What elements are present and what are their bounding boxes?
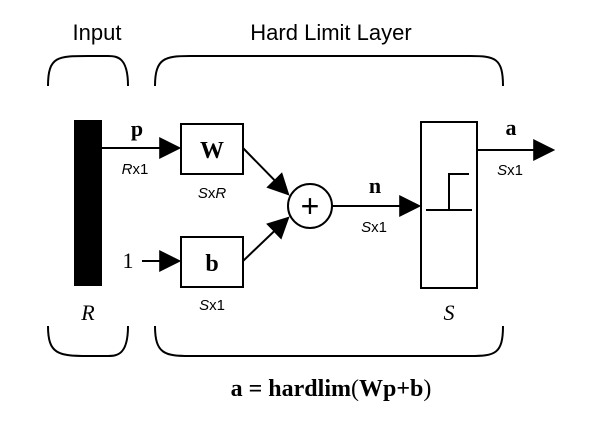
a-dim-rows: S bbox=[497, 162, 507, 179]
a-dim-rest: x1 bbox=[507, 162, 523, 179]
bias-vector-box bbox=[180, 236, 244, 288]
bias-dim-rest: x1 bbox=[209, 297, 225, 314]
equation-paren-close: ) bbox=[423, 376, 431, 402]
bias-arrow bbox=[242, 216, 290, 262]
a-dimension: Sx1 bbox=[497, 162, 523, 179]
bias-input-value: 1 bbox=[123, 248, 134, 273]
output-equation: a = hardlim(Wp+b) bbox=[231, 376, 432, 402]
summation-symbol: + bbox=[301, 188, 320, 224]
p-dim-rows: R bbox=[122, 161, 133, 178]
bias-symbol: b bbox=[205, 251, 218, 277]
p-dim-rest: x1 bbox=[133, 161, 149, 178]
layer-bottom-brace bbox=[154, 325, 504, 357]
weight-dim-x: x bbox=[208, 185, 216, 202]
equation-paren-open: ( bbox=[351, 376, 359, 402]
equation-argument: Wp+b bbox=[359, 376, 423, 402]
hard-limit-step-icon bbox=[426, 173, 472, 211]
weight-dim-cols: R bbox=[215, 185, 226, 202]
input-vector-bar bbox=[74, 120, 102, 286]
n-dimension: Sx1 bbox=[361, 219, 387, 236]
weight-dim-rows: S bbox=[198, 185, 208, 202]
n-symbol: n bbox=[369, 173, 381, 198]
weight-symbol: W bbox=[200, 138, 224, 164]
input-top-brace bbox=[47, 55, 129, 87]
equation-lhs: a = hardlim bbox=[231, 376, 351, 402]
layer-section-title: Hard Limit Layer bbox=[250, 20, 411, 45]
layer-top-brace bbox=[154, 55, 504, 87]
input-bar-label: R bbox=[80, 300, 95, 325]
weight-dimension: SxR bbox=[198, 185, 227, 202]
n-dim-rows: S bbox=[361, 219, 371, 236]
bias-dimension: Sx1 bbox=[199, 297, 225, 314]
n-dim-rest: x1 bbox=[371, 219, 387, 236]
input-section-title: Input bbox=[73, 20, 122, 45]
p-symbol: p bbox=[131, 116, 143, 141]
input-bottom-brace bbox=[47, 325, 129, 357]
wp-arrow bbox=[242, 147, 290, 196]
a-symbol: a bbox=[506, 115, 517, 140]
bias-dim-rows: S bbox=[199, 297, 209, 314]
transfer-box-label: S bbox=[444, 300, 455, 325]
p-dimension: Rx1 bbox=[122, 161, 149, 178]
